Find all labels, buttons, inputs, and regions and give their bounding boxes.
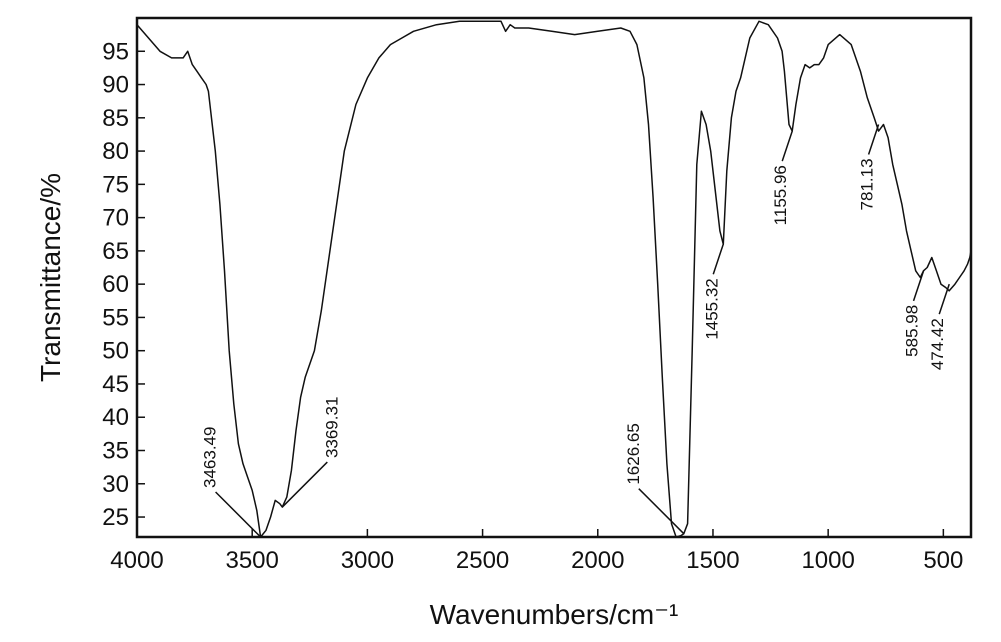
peak-leader-line xyxy=(281,461,328,508)
y-tick-label: 60 xyxy=(102,271,129,298)
peak-label: 781.13 xyxy=(858,158,877,210)
x-tick-label: 1000 xyxy=(801,547,854,574)
peak-label: 1155.96 xyxy=(771,165,790,225)
peak-leader-line xyxy=(867,124,880,155)
peak-leader-line xyxy=(781,130,793,162)
peak-label: 1626.65 xyxy=(624,423,643,484)
y-tick-label: 25 xyxy=(102,504,129,531)
x-axis-title: Wavenumbers/cm⁻¹ xyxy=(430,599,679,630)
y-tick-label: 45 xyxy=(102,371,129,398)
y-tick-label: 85 xyxy=(102,105,129,132)
x-tick-label: 3500 xyxy=(225,547,278,574)
x-tick-label: 2000 xyxy=(571,547,624,574)
y-tick-label: 80 xyxy=(102,138,129,165)
x-tick-label: 1500 xyxy=(686,547,739,574)
x-tick-label: 3000 xyxy=(341,547,394,574)
y-tick-label: 30 xyxy=(102,471,129,498)
peak-annotations: 3463.49 3369.31 1626.65 1455.32 1155.96 781.1… xyxy=(201,124,950,538)
y-axis-ticks: 25 30 35 40 45 50 55 60 65 70 75 80 85 90 95 xyxy=(102,38,145,531)
plot-frame xyxy=(135,16,973,539)
peak-label: 585.98 xyxy=(903,305,922,357)
y-tick-label: 35 xyxy=(102,438,129,465)
y-tick-label: 75 xyxy=(102,171,129,198)
peak-label: 3369.31 xyxy=(322,397,341,458)
y-tick-label: 50 xyxy=(102,338,129,365)
peak-label: 3463.49 xyxy=(201,427,220,488)
y-tick-label: 40 xyxy=(102,404,129,431)
y-axis-title: Transmittance/% xyxy=(35,173,66,382)
peak-leader-line xyxy=(215,491,262,538)
peak-leader-line xyxy=(938,283,950,315)
y-tick-label: 95 xyxy=(102,38,129,65)
x-tick-label: 500 xyxy=(923,547,963,574)
peak-label: 474.42 xyxy=(928,318,947,370)
y-tick-label: 90 xyxy=(102,72,129,99)
peak-label: 1455.32 xyxy=(702,278,721,339)
x-tick-label: 4000 xyxy=(110,547,163,574)
peak-leader-line xyxy=(912,270,925,302)
x-tick-label: 2500 xyxy=(456,547,509,574)
transmittance-series-line xyxy=(136,20,972,538)
y-tick-label: 70 xyxy=(102,205,129,232)
x-axis-ticks: 4000 3500 3000 2500 2000 1500 1000 500 xyxy=(110,529,963,574)
peak-leader-line xyxy=(712,243,724,275)
y-tick-label: 65 xyxy=(102,238,129,265)
y-tick-label: 55 xyxy=(102,304,129,331)
peak-leader-line xyxy=(638,488,685,535)
